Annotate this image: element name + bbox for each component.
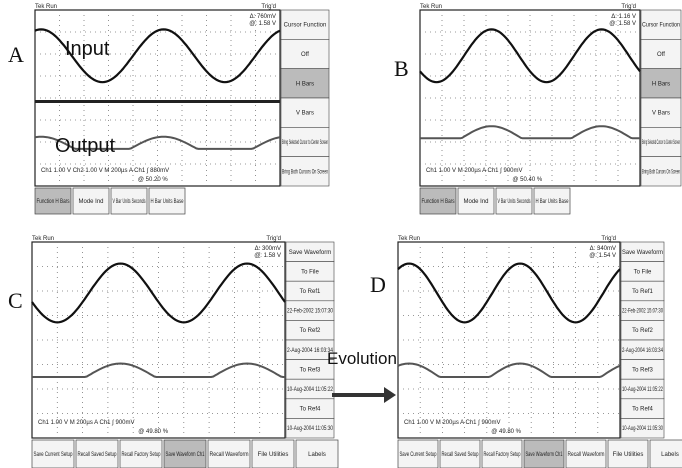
settings: Ch1 1.00 V M 200µs A Ch1 ∫ 900mV (426, 167, 523, 174)
menu-label: Bring Selected Cursor to Center Screen (642, 140, 680, 146)
readout: Δ: 760mV (250, 14, 276, 20)
button-label: Function H Bars (37, 199, 70, 205)
status: Tek Run (398, 236, 420, 242)
button-label: Save Waveform Ch1 (166, 452, 205, 458)
menu-label: To Ref1 (632, 289, 653, 295)
settings: Ch1 1.00 V Ch2 1.00 V M 200µs A Ch1 ∫ 88… (41, 167, 169, 174)
button-label: File Utilities (613, 452, 644, 458)
menu-label: 10-Aug-2004 11:05:30 (287, 426, 334, 432)
menu-label: Bring Selected Cursor to Center Screen (282, 140, 328, 146)
trigger: Trig'd (261, 4, 276, 10)
cursor-readout: @ 50.20 % (138, 177, 168, 183)
menu-label: 22-Feb-2002 15:07:30 (287, 309, 334, 315)
cursor-readout: @ 49.80 % (138, 429, 168, 435)
menu-label: Off (657, 52, 665, 58)
panel-letter: D (370, 272, 386, 297)
button-label: Save Waveform Ch1 (526, 452, 563, 458)
menu-label: Save Waveform (289, 250, 331, 256)
menu-label: Bring Both Cursors On Screen (642, 169, 680, 175)
trigger: Trig'd (621, 4, 636, 10)
menu-label: To Ref3 (300, 367, 321, 373)
status: Tek Run (420, 4, 442, 10)
readout: Δ: 340mV (590, 246, 616, 252)
menu-label: V Bars (296, 111, 314, 117)
menu-label: H Bars (652, 81, 670, 87)
button-label: Recall Factory Setup (484, 452, 521, 458)
panel-letter: B (394, 56, 409, 81)
evolution-label: Evolution (327, 349, 397, 368)
button-label: Recall Saved Setup (78, 452, 117, 458)
button-label: Function H Bars (422, 199, 455, 205)
menu-label: To Ref4 (300, 407, 321, 413)
menu-label: Bring Both Cursors On Screen (282, 169, 328, 175)
status: Tek Run (32, 236, 54, 242)
settings: Ch1 1.00 V M 200µs A Ch1 ∫ 900mV (404, 419, 501, 426)
menu-label: To Ref2 (632, 328, 653, 334)
menu-label: V Bars (652, 111, 670, 117)
figure: ATek RunTrig'dΔ: 760mV@: 1.58 VCh1 1.00 … (0, 0, 682, 468)
menu-label: To Ref2 (300, 328, 321, 334)
readout: @: 1.54 V (589, 253, 616, 259)
settings: Ch1 1.00 V M 200µs A Ch1 ∫ 900mV (38, 419, 135, 426)
button-label: Recall Waveform (210, 452, 249, 458)
panel-letter: A (8, 42, 24, 67)
cursor-readout: @ 50.40 % (512, 177, 542, 183)
readout: @: 1.58 V (249, 21, 276, 27)
readout: @: 1.58 V (609, 21, 636, 27)
trigger: Trig'd (601, 236, 616, 242)
screen (35, 10, 280, 186)
readout: @: 1.58 V (254, 253, 281, 259)
trigger: Trig'd (266, 236, 281, 242)
menu-label: 2-Aug-2004 16:03:34 (622, 348, 663, 354)
button-label: Recall Waveform (568, 452, 605, 458)
menu-label: To Ref3 (632, 367, 653, 373)
menu-label: 10-Aug-2004 11:05:30 (622, 426, 663, 432)
arrow-head (384, 387, 396, 403)
button-label: Save Current Setup (400, 452, 437, 458)
button-label: H Bar Units Base (151, 199, 184, 205)
button-label: Labels (308, 452, 326, 458)
input-label: Input (65, 38, 110, 60)
button-label: Mode Ind (78, 199, 103, 205)
button-label: V Bar Units Seconds (498, 199, 531, 205)
button-label: H Bar Units Base (536, 199, 569, 205)
button-label: Recall Saved Setup (442, 452, 479, 458)
button-label: Recall Factory Setup (122, 452, 161, 458)
cursor-readout: @ 49.80 % (491, 429, 521, 435)
output-label: Output (55, 135, 115, 157)
menu-label: H Bars (296, 81, 314, 87)
menu-label: 10-Aug-2004 11:05:22 (287, 387, 334, 393)
menu-label: Off (301, 52, 309, 58)
menu-label: 22-Feb-2002 15:07:30 (622, 309, 663, 315)
button-label: V Bar Units Seconds (113, 199, 146, 205)
menu-label: 10-Aug-2004 11:05:22 (622, 387, 663, 393)
menu-label: Save Waveform (622, 250, 663, 256)
button-label: File Utilities (258, 452, 289, 458)
readout: Δ: 300mV (255, 246, 281, 252)
button-label: Labels (661, 452, 679, 458)
panel-letter: C (8, 288, 23, 313)
button-label: Mode Ind (463, 199, 488, 205)
menu-label: To Ref4 (632, 407, 653, 413)
status: Tek Run (35, 4, 57, 10)
button-label: Save Current Setup (34, 452, 73, 458)
menu-label: To File (301, 269, 319, 275)
menu-label: Cursor Function (642, 23, 680, 29)
menu-label: To Ref1 (300, 289, 321, 295)
readout: Δ: 1.16 V (611, 14, 636, 20)
menu-label: To File (634, 269, 652, 275)
menu-label: Cursor Function (284, 23, 327, 29)
